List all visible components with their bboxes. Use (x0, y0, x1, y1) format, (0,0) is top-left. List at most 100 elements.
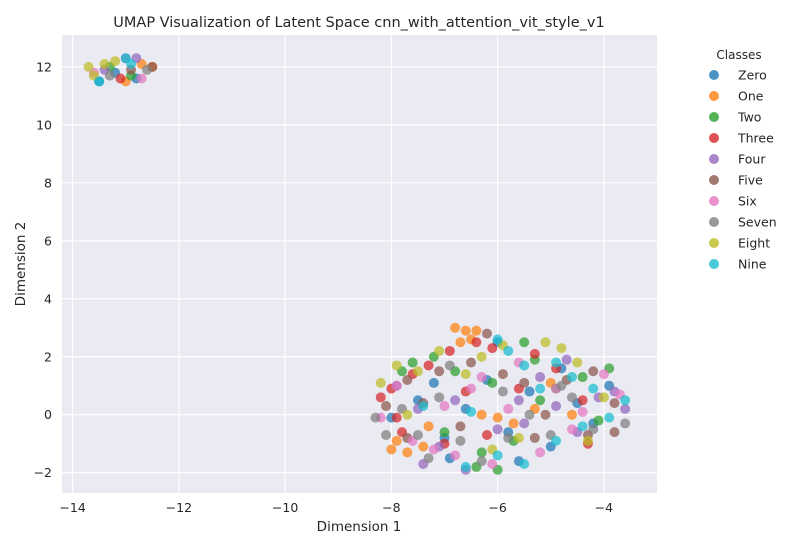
data-point (492, 412, 503, 423)
data-point (556, 343, 567, 354)
data-point (471, 337, 482, 348)
data-point (503, 432, 514, 443)
data-point (609, 398, 620, 409)
data-point (529, 432, 540, 443)
x-tick-label: −10 (272, 500, 298, 515)
legend-item: Three (709, 131, 774, 146)
legend-item: Zero (709, 68, 767, 83)
legend-label: One (738, 89, 764, 104)
data-point (391, 412, 402, 423)
data-point (375, 392, 386, 403)
data-point (476, 351, 487, 362)
data-point (391, 435, 402, 446)
data-point (620, 418, 631, 429)
legend-item: Seven (709, 215, 777, 230)
data-point (482, 328, 492, 339)
legend-item: Six (709, 194, 757, 209)
data-point (402, 447, 413, 458)
data-point (444, 345, 455, 356)
data-point (529, 348, 540, 359)
y-tick-label: 2 (44, 349, 52, 364)
legend-label: Seven (738, 215, 777, 230)
data-point (391, 380, 402, 391)
data-point (497, 386, 508, 397)
data-point (609, 427, 620, 438)
legend-marker (709, 112, 719, 122)
legend-marker (709, 175, 719, 185)
data-point (582, 435, 593, 446)
legend-marker (709, 91, 719, 101)
legend-marker (709, 154, 719, 164)
data-point (381, 430, 392, 441)
x-tick-label: −6 (488, 500, 506, 515)
data-point (588, 366, 599, 377)
data-point (503, 403, 514, 414)
data-point (142, 64, 152, 75)
legend-marker (709, 238, 719, 248)
data-point (524, 409, 535, 420)
y-tick-label: 10 (36, 117, 52, 132)
data-point (450, 395, 461, 406)
data-point (381, 401, 392, 412)
data-point (439, 401, 450, 412)
y-tick-label: 6 (44, 233, 52, 248)
data-point (567, 409, 577, 420)
data-point (513, 395, 524, 406)
x-axis-label: Dimension 1 (317, 519, 402, 535)
data-point (126, 58, 137, 69)
data-point (577, 395, 588, 406)
data-point (519, 337, 530, 348)
data-point (94, 76, 105, 87)
data-point (620, 395, 631, 406)
data-point (476, 372, 487, 383)
y-tick-label: 12 (36, 59, 52, 74)
data-point (439, 427, 450, 438)
chart-title: UMAP Visualization of Latent Space cnn_w… (113, 15, 604, 31)
data-point (476, 409, 487, 420)
data-point (535, 395, 546, 406)
data-point (556, 380, 567, 391)
data-point (476, 447, 487, 458)
legend-label: Six (738, 194, 757, 209)
data-point (620, 403, 631, 414)
y-tick-label: 8 (44, 175, 52, 190)
data-point (492, 424, 503, 435)
data-point (412, 430, 423, 441)
data-point (455, 435, 466, 446)
data-point (535, 383, 546, 394)
data-point (567, 424, 577, 435)
series-eight (83, 56, 609, 455)
y-tick-labels: −2 0 2 4 6 8 10 12 (34, 59, 52, 480)
data-point (455, 421, 466, 432)
data-point (482, 430, 492, 441)
legend-label: Three (737, 131, 774, 146)
data-point (487, 343, 498, 354)
legend-marker (709, 217, 719, 227)
data-point (540, 409, 551, 420)
data-point (418, 441, 429, 452)
data-point (407, 357, 418, 368)
y-tick-label: 0 (44, 407, 52, 422)
legend-item: Eight (709, 236, 770, 251)
data-point (588, 383, 599, 394)
data-point (492, 450, 503, 461)
x-tick-label: −14 (59, 500, 85, 515)
data-point (519, 377, 530, 388)
legend-marker (709, 196, 719, 206)
data-point (492, 334, 503, 345)
data-point (434, 366, 445, 377)
data-point (519, 459, 530, 470)
data-point (386, 444, 397, 455)
legend: Classes Zero One Two Three Four Five Six Seven E… (709, 48, 777, 272)
data-point (423, 360, 434, 371)
data-point (476, 456, 487, 467)
data-point (551, 435, 562, 446)
data-point (497, 369, 508, 380)
data-point (508, 418, 519, 429)
data-point (402, 374, 413, 385)
data-point (423, 421, 434, 432)
legend-label: Five (738, 173, 763, 188)
x-tick-label: −12 (166, 500, 192, 515)
data-point (115, 73, 126, 84)
data-point (434, 345, 445, 356)
